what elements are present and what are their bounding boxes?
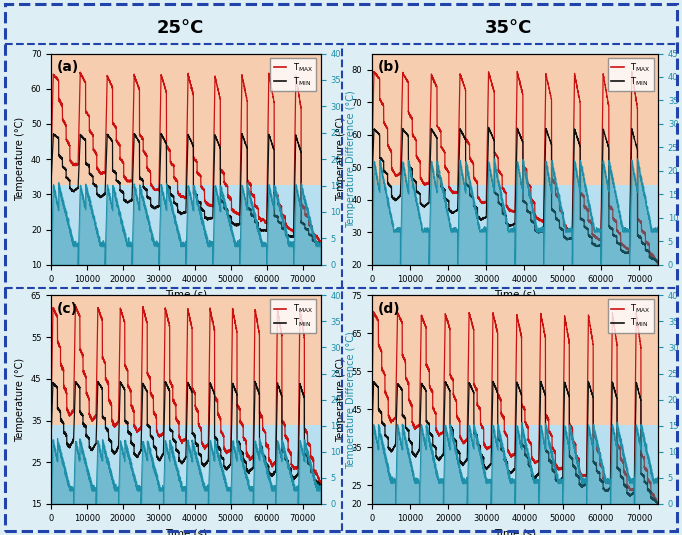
Y-axis label: Temperature (°C): Temperature (°C) bbox=[15, 117, 25, 201]
Legend: T$_{\mathregular{MAX}}$, T$_{\mathregular{MIN}}$: T$_{\mathregular{MAX}}$, T$_{\mathregula… bbox=[608, 300, 654, 333]
Y-axis label: Temperature (°C): Temperature (°C) bbox=[15, 357, 25, 442]
Legend: T$_{\mathregular{MAX}}$, T$_{\mathregular{MIN}}$: T$_{\mathregular{MAX}}$, T$_{\mathregula… bbox=[270, 300, 316, 333]
Y-axis label: Temperature Difference (°C): Temperature Difference (°C) bbox=[346, 331, 357, 469]
X-axis label: Time (s): Time (s) bbox=[494, 289, 536, 299]
Y-axis label: Temperature (°C): Temperature (°C) bbox=[336, 117, 346, 201]
Bar bbox=[51, 295, 321, 425]
Legend: T$_{\mathregular{MAX}}$, T$_{\mathregular{MIN}}$: T$_{\mathregular{MAX}}$, T$_{\mathregula… bbox=[608, 58, 654, 91]
Bar bbox=[372, 54, 658, 185]
Text: (b): (b) bbox=[377, 60, 400, 74]
Bar bbox=[372, 295, 658, 425]
Legend: T$_{\mathregular{MAX}}$, T$_{\mathregular{MIN}}$: T$_{\mathregular{MAX}}$, T$_{\mathregula… bbox=[270, 58, 316, 91]
Y-axis label: Temperature Difference (°C): Temperature Difference (°C) bbox=[346, 90, 357, 228]
Text: (d): (d) bbox=[377, 302, 400, 316]
Bar bbox=[51, 54, 321, 185]
X-axis label: Time (s): Time (s) bbox=[165, 289, 207, 299]
Text: (c): (c) bbox=[57, 302, 78, 316]
Bar bbox=[51, 185, 321, 265]
Text: (a): (a) bbox=[57, 60, 79, 74]
Text: 25°C: 25°C bbox=[157, 19, 205, 37]
Bar bbox=[372, 425, 658, 504]
Bar bbox=[372, 185, 658, 265]
Bar bbox=[51, 425, 321, 504]
X-axis label: Time (s): Time (s) bbox=[165, 528, 207, 535]
X-axis label: Time (s): Time (s) bbox=[494, 528, 536, 535]
Text: 35°C: 35°C bbox=[484, 19, 532, 37]
Y-axis label: Temperature (°C): Temperature (°C) bbox=[336, 357, 346, 442]
